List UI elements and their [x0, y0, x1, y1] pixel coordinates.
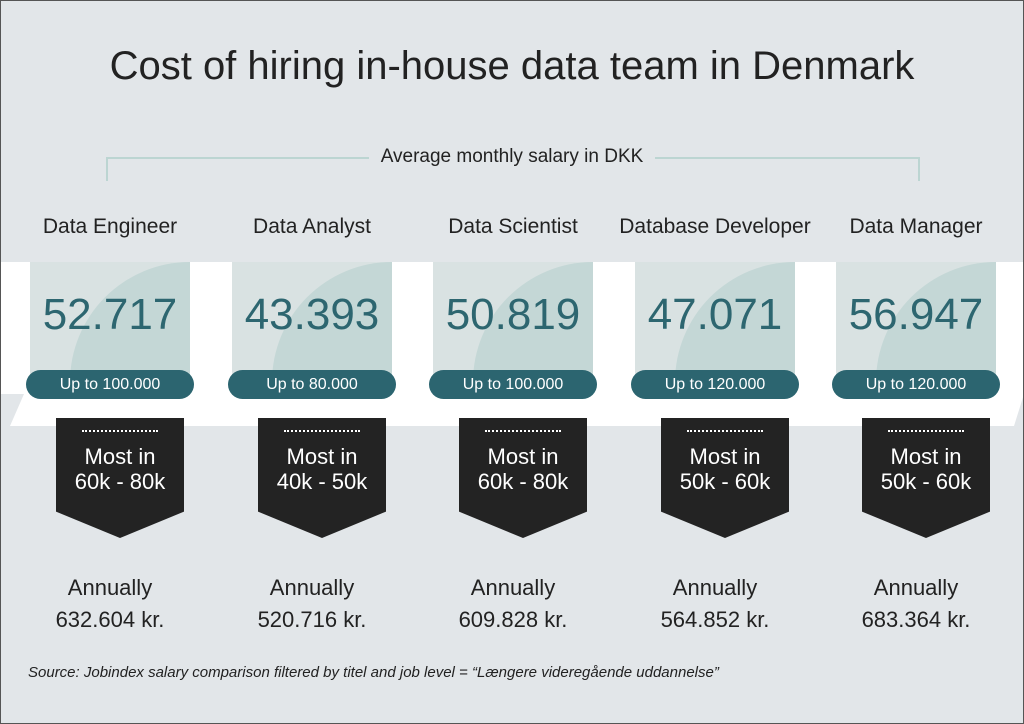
range-badge: Most in 40k - 50k	[258, 418, 386, 538]
salary-range: 50k - 60k	[880, 469, 972, 494]
source-note: Source: Jobindex salary comparison filte…	[28, 664, 719, 681]
annual-salary: 683.364 kr.	[861, 607, 971, 632]
annual-salary: 632.604 kr.	[55, 607, 165, 632]
annual-salary: 609.828 kr.	[458, 607, 568, 632]
salary-card: 56.947	[836, 262, 996, 382]
annual-label: Annually	[67, 575, 153, 600]
annual-label: Annually	[873, 575, 959, 600]
role-name: Data Analyst	[253, 214, 371, 238]
dotted-line	[485, 430, 561, 432]
max-salary-pill: Up to 80.000	[228, 370, 396, 399]
dotted-line	[687, 430, 763, 432]
range-badge: Most in 50k - 60k	[862, 418, 990, 538]
subtitle: Average monthly salary in DKK	[368, 146, 656, 167]
salary-range: 60k - 80k	[477, 469, 569, 494]
page-title: Cost of hiring in-house data team in Den…	[109, 44, 915, 88]
salary-range: 40k - 50k	[276, 469, 368, 494]
salary-card: 47.071	[635, 262, 795, 382]
range-badge: Most in 50k - 60k	[661, 418, 789, 538]
average-salary: 52.717	[42, 290, 178, 339]
salary-range: 60k - 80k	[74, 469, 166, 494]
most-in-label: Most in	[689, 444, 761, 469]
role-column: Data Analyst 43.393 Up to 80.000 Most in…	[212, 0, 412, 724]
salary-card: 52.717	[30, 262, 190, 382]
average-salary: 47.071	[647, 290, 783, 339]
salary-card: 43.393	[232, 262, 392, 382]
max-salary-pill: Up to 120.000	[832, 370, 1000, 399]
role-name: Data Manager	[849, 214, 983, 238]
annual-label: Annually	[269, 575, 355, 600]
most-in-label: Most in	[84, 444, 156, 469]
annual-salary: 520.716 kr.	[257, 607, 367, 632]
dotted-line	[284, 430, 360, 432]
range-badge: Most in 60k - 80k	[56, 418, 184, 538]
annual-label: Annually	[672, 575, 758, 600]
average-salary: 50.819	[445, 290, 581, 339]
average-salary: 43.393	[244, 290, 380, 339]
max-salary-pill: Up to 100.000	[26, 370, 194, 399]
role-name: Data Scientist	[448, 214, 578, 238]
most-in-label: Most in	[286, 444, 358, 469]
most-in-label: Most in	[890, 444, 962, 469]
role-column: Data Engineer 52.717 Up to 100.000 Most …	[10, 0, 210, 724]
salary-range: 50k - 60k	[679, 469, 771, 494]
max-salary-pill: Up to 120.000	[631, 370, 799, 399]
role-column: Data Scientist 50.819 Up to 100.000 Most…	[413, 0, 613, 724]
most-in-label: Most in	[487, 444, 559, 469]
role-column: Data Manager 56.947 Up to 120.000 Most i…	[816, 0, 1016, 724]
dotted-line	[888, 430, 964, 432]
range-badge: Most in 60k - 80k	[459, 418, 587, 538]
salary-card: 50.819	[433, 262, 593, 382]
role-column: Database Developer 47.071 Up to 120.000 …	[615, 0, 815, 724]
dotted-line	[82, 430, 158, 432]
max-salary-pill: Up to 100.000	[429, 370, 597, 399]
annual-salary: 564.852 kr.	[660, 607, 770, 632]
role-name: Database Developer	[619, 214, 811, 238]
role-name: Data Engineer	[42, 214, 178, 238]
average-salary: 56.947	[848, 290, 984, 339]
annual-label: Annually	[470, 575, 556, 600]
